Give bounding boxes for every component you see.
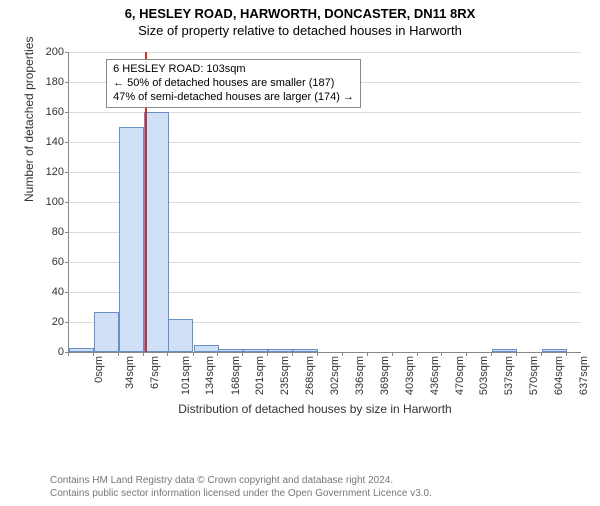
xtick-label: 0sqm [93, 356, 105, 383]
ytick-label: 60 [52, 256, 64, 268]
xtick-label: 604sqm [553, 356, 565, 395]
xtick-label: 336sqm [354, 356, 366, 395]
xtick-mark [541, 352, 542, 356]
xtick-label: 637sqm [578, 356, 590, 395]
xtick-mark [167, 352, 168, 356]
histogram-chart: Number of detached properties 6 HESLEY R… [50, 52, 580, 392]
annotation-line: ← 50% of detached houses are smaller (18… [113, 77, 354, 91]
footer-line2: Contains public sector information licen… [50, 488, 580, 501]
ytick-label: 0 [58, 346, 64, 358]
xtick-mark [491, 352, 492, 356]
xtick-mark [93, 352, 94, 356]
xtick-label: 34sqm [124, 356, 136, 389]
histogram-bar [492, 349, 517, 352]
histogram-bar [542, 349, 567, 352]
histogram-bar [218, 349, 243, 352]
xtick-label: 570sqm [528, 356, 540, 395]
page-title-address: 6, HESLEY ROAD, HARWORTH, DONCASTER, DN1… [0, 6, 600, 21]
xtick-label: 436sqm [429, 356, 441, 395]
histogram-bar [194, 345, 219, 353]
ytick-mark [65, 322, 69, 323]
ytick-mark [65, 112, 69, 113]
xtick-label: 235sqm [280, 356, 292, 395]
annotation-box: 6 HESLEY ROAD: 103sqm← 50% of detached h… [106, 59, 361, 108]
x-axis-label: Distribution of detached houses by size … [50, 402, 580, 416]
ytick-label: 20 [52, 316, 64, 328]
ytick-label: 80 [52, 226, 64, 238]
ytick-label: 120 [46, 166, 64, 178]
xtick-mark [68, 352, 69, 356]
annotation-line: 6 HESLEY ROAD: 103sqm [113, 63, 354, 77]
xtick-label: 470sqm [454, 356, 466, 395]
histogram-bar [144, 112, 169, 352]
histogram-bar [94, 312, 119, 353]
ytick-label: 40 [52, 286, 64, 298]
ytick-mark [65, 262, 69, 263]
xtick-mark [118, 352, 119, 356]
ytick-mark [65, 52, 69, 53]
histogram-bar [168, 319, 193, 352]
xtick-mark [392, 352, 393, 356]
histogram-bar [119, 127, 144, 352]
xtick-mark [516, 352, 517, 356]
xtick-label: 503sqm [478, 356, 490, 395]
xtick-mark [217, 352, 218, 356]
xtick-label: 403sqm [404, 356, 416, 395]
footer-line1: Contains HM Land Registry data © Crown c… [50, 475, 580, 488]
ytick-label: 140 [46, 136, 64, 148]
xtick-mark [342, 352, 343, 356]
xtick-mark [466, 352, 467, 356]
xtick-label: 302sqm [329, 356, 341, 395]
xtick-label: 537sqm [504, 356, 516, 395]
xtick-label: 134sqm [205, 356, 217, 395]
xtick-label: 369sqm [379, 356, 391, 395]
ytick-mark [65, 142, 69, 143]
xtick-mark [193, 352, 194, 356]
xtick-label: 268sqm [304, 356, 316, 395]
histogram-bar [243, 349, 268, 352]
xtick-label: 201sqm [254, 356, 266, 395]
xtick-mark [267, 352, 268, 356]
xtick-label: 67sqm [149, 356, 161, 389]
xtick-label: 168sqm [230, 356, 242, 395]
plot-area: 6 HESLEY ROAD: 103sqm← 50% of detached h… [68, 52, 581, 353]
histogram-bar [293, 349, 318, 352]
ytick-mark [65, 202, 69, 203]
annotation-line: 47% of semi-detached houses are larger (… [113, 91, 354, 105]
ytick-label: 100 [46, 196, 64, 208]
y-axis-label: Number of detached properties [22, 37, 36, 202]
xtick-mark [317, 352, 318, 356]
xtick-mark [242, 352, 243, 356]
ytick-mark [65, 172, 69, 173]
ytick-mark [65, 232, 69, 233]
ytick-mark [65, 292, 69, 293]
xtick-mark [417, 352, 418, 356]
footer-attribution: Contains HM Land Registry data © Crown c… [50, 475, 580, 500]
ytick-label: 200 [46, 46, 64, 58]
xtick-mark [367, 352, 368, 356]
ytick-label: 180 [46, 76, 64, 88]
ytick-mark [65, 82, 69, 83]
page-title-desc: Size of property relative to detached ho… [0, 23, 600, 38]
histogram-bar [69, 348, 94, 353]
xtick-mark [143, 352, 144, 356]
histogram-bar [268, 349, 293, 352]
xtick-mark [441, 352, 442, 356]
xtick-mark [566, 352, 567, 356]
xtick-mark [292, 352, 293, 356]
xtick-label: 101sqm [180, 356, 192, 395]
ytick-label: 160 [46, 106, 64, 118]
